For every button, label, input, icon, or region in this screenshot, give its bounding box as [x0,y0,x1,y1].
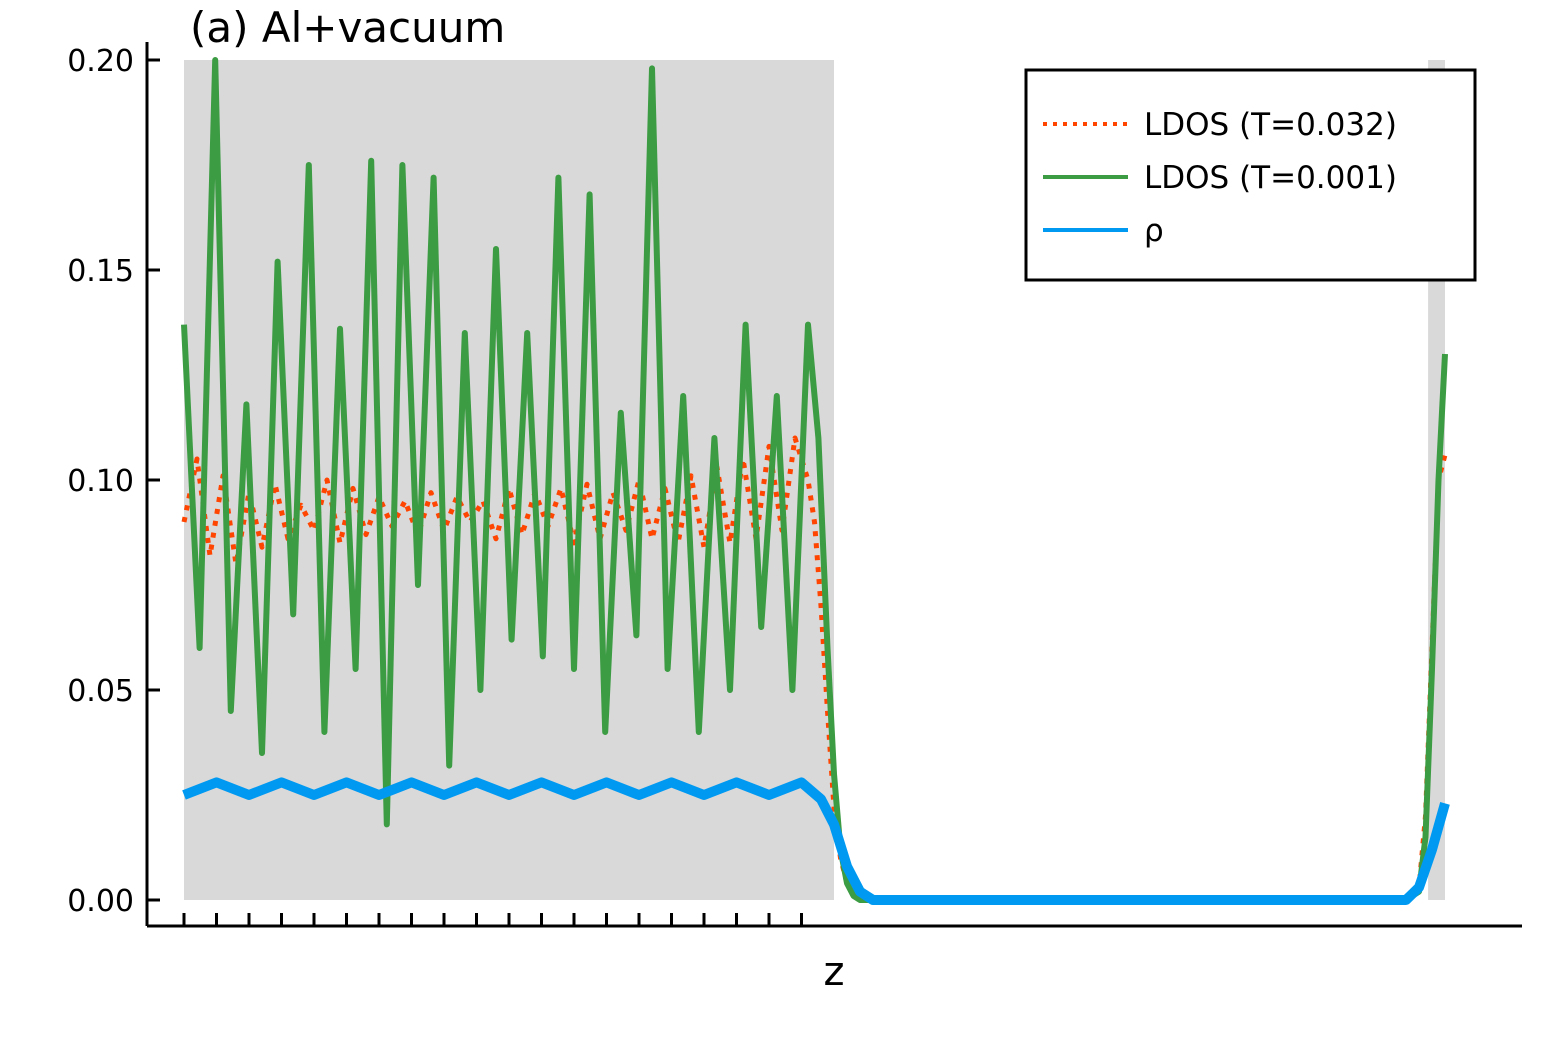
legend: LDOS (T=0.032) LDOS (T=0.001) ρ [1024,68,1477,282]
x-axis-label: z [824,949,845,995]
y-ticks: 0.00 0.05 0.10 0.15 0.20 [67,44,160,919]
series-layer [181,57,1450,905]
legend-label-0: LDOS (T=0.032) [1144,107,1397,143]
series-line-2 [182,777,1450,905]
legend-label-2: ρ [1144,213,1164,249]
shaded-region-0 [184,60,834,900]
legend-label-1: LDOS (T=0.001) [1144,160,1397,196]
y-tick-label: 0.10 [67,464,134,499]
y-tick-label: 0.05 [67,674,134,709]
y-tick-label: 0.00 [67,884,134,919]
x-ticks [182,913,803,926]
axes [145,42,1522,928]
y-tick-label: 0.20 [67,44,134,79]
chart-title: (a) Al+vacuum [190,3,505,52]
shaded-regions [184,60,1445,900]
y-tick-label: 0.15 [67,254,134,289]
